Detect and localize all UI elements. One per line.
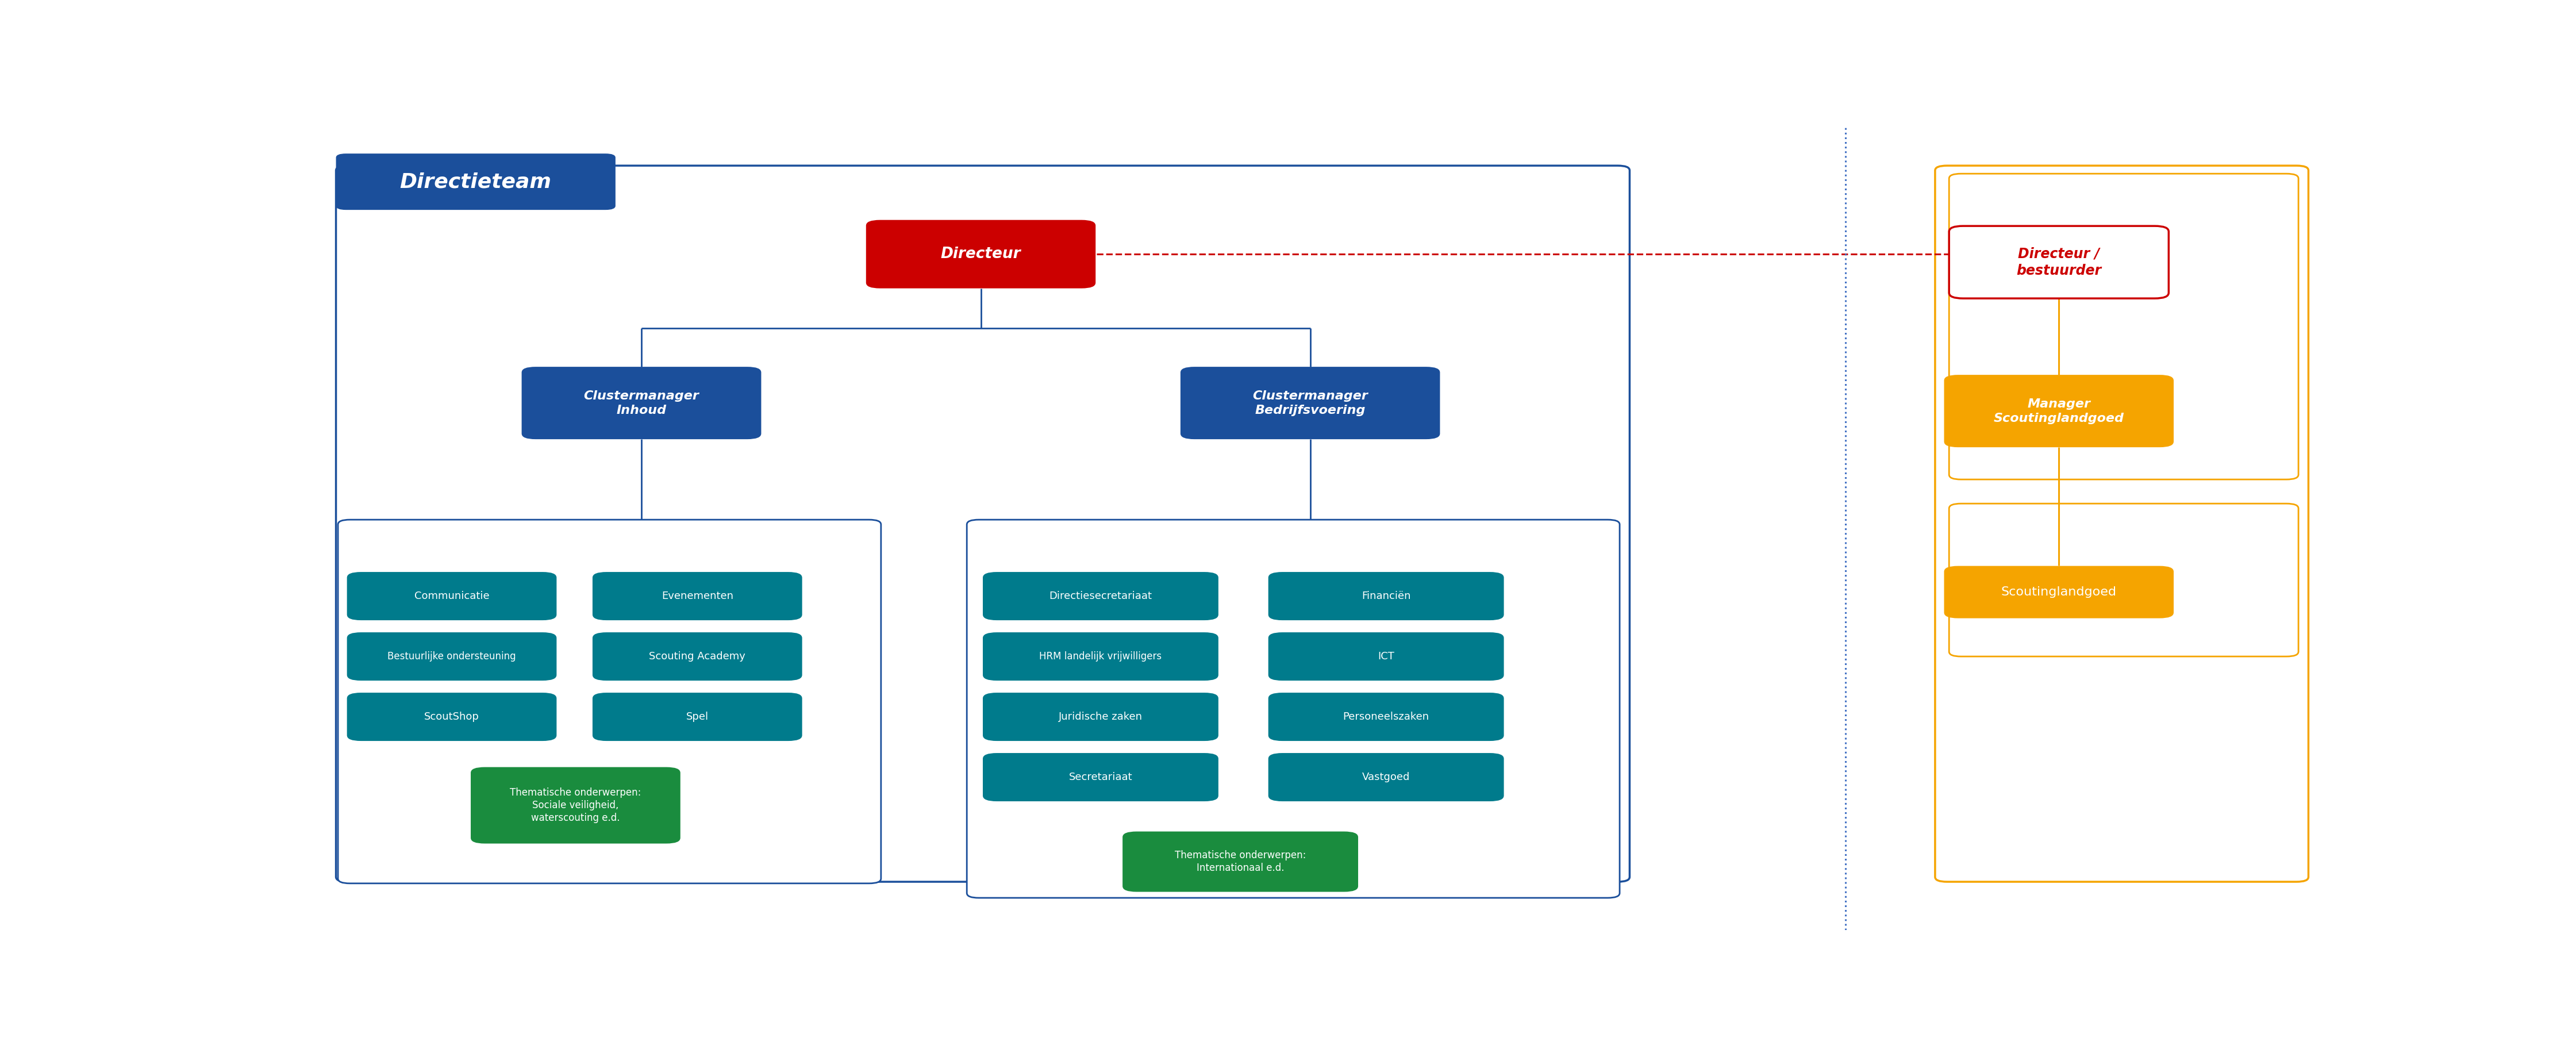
FancyBboxPatch shape [1267, 632, 1504, 680]
FancyBboxPatch shape [1945, 375, 2174, 447]
FancyBboxPatch shape [592, 572, 801, 621]
FancyBboxPatch shape [1267, 693, 1504, 741]
Text: Secretariaat: Secretariaat [1069, 772, 1133, 783]
Text: Financiën: Financiën [1363, 590, 1412, 601]
FancyBboxPatch shape [984, 632, 1218, 680]
FancyBboxPatch shape [592, 632, 801, 680]
FancyBboxPatch shape [966, 519, 1620, 898]
Text: Directieteam: Directieteam [399, 172, 551, 191]
Text: HRM landelijk vrijwilligers: HRM landelijk vrijwilligers [1038, 651, 1162, 661]
FancyBboxPatch shape [984, 693, 1218, 741]
Text: Thematische onderwerpen:
Internationaal e.d.: Thematische onderwerpen: Internationaal … [1175, 850, 1306, 874]
FancyBboxPatch shape [471, 767, 680, 843]
Text: Evenementen: Evenementen [662, 590, 734, 601]
Text: Communicatie: Communicatie [415, 590, 489, 601]
FancyBboxPatch shape [984, 572, 1218, 621]
Text: Clustermanager
Bedrijfsvoering: Clustermanager Bedrijfsvoering [1252, 390, 1368, 416]
FancyBboxPatch shape [1945, 566, 2174, 619]
FancyBboxPatch shape [335, 154, 616, 210]
FancyBboxPatch shape [348, 632, 556, 680]
FancyBboxPatch shape [1267, 572, 1504, 621]
Text: Clustermanager
Inhoud: Clustermanager Inhoud [585, 390, 698, 416]
FancyBboxPatch shape [520, 367, 762, 439]
Text: Thematische onderwerpen:
Sociale veiligheid,
waterscouting e.d.: Thematische onderwerpen: Sociale veiligh… [510, 787, 641, 823]
FancyBboxPatch shape [1950, 173, 2298, 480]
Text: Personeelszaken: Personeelszaken [1342, 712, 1430, 722]
FancyBboxPatch shape [1180, 367, 1440, 439]
Text: Vastgoed: Vastgoed [1363, 772, 1409, 783]
FancyBboxPatch shape [866, 219, 1095, 288]
Text: Directeur: Directeur [940, 247, 1020, 261]
Text: Juridische zaken: Juridische zaken [1059, 712, 1144, 722]
Text: ScoutShop: ScoutShop [425, 712, 479, 722]
Text: Bestuurlijke ondersteuning: Bestuurlijke ondersteuning [386, 651, 515, 661]
FancyBboxPatch shape [1950, 504, 2298, 656]
FancyBboxPatch shape [348, 572, 556, 621]
FancyBboxPatch shape [1123, 832, 1358, 891]
FancyBboxPatch shape [1935, 166, 2308, 882]
FancyBboxPatch shape [592, 693, 801, 741]
FancyBboxPatch shape [337, 519, 881, 883]
FancyBboxPatch shape [348, 693, 556, 741]
Text: Manager
Scoutinglandgoed: Manager Scoutinglandgoed [1994, 398, 2125, 424]
Text: Scouting Academy: Scouting Academy [649, 651, 744, 661]
Text: ICT: ICT [1378, 651, 1394, 661]
Text: Directeur /
bestuurder: Directeur / bestuurder [2017, 247, 2102, 278]
FancyBboxPatch shape [984, 753, 1218, 802]
FancyBboxPatch shape [1950, 226, 2169, 299]
FancyBboxPatch shape [1267, 753, 1504, 802]
Text: Spel: Spel [685, 712, 708, 722]
Text: Scoutinglandgoed: Scoutinglandgoed [2002, 586, 2117, 598]
FancyBboxPatch shape [335, 166, 1631, 882]
Text: Directiesecretariaat: Directiesecretariaat [1048, 590, 1151, 601]
